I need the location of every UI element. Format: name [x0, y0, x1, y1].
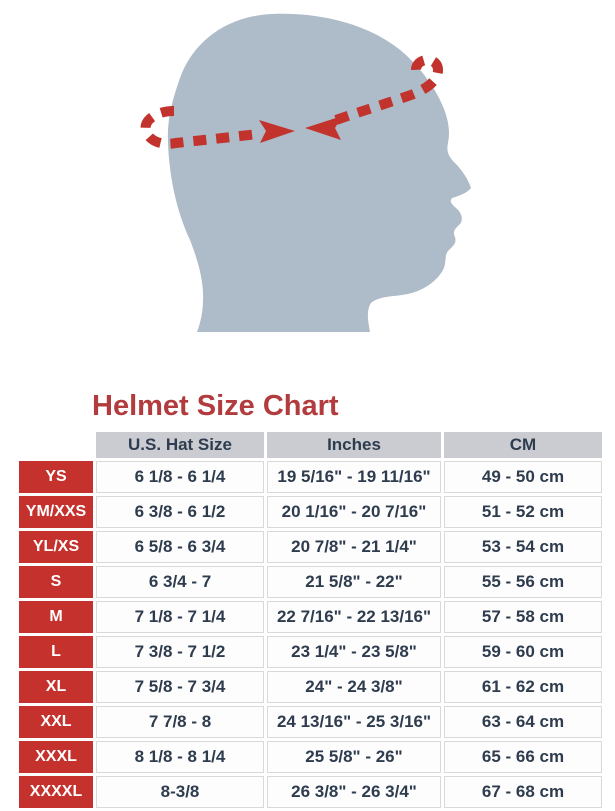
head-silhouette-shape [167, 13, 471, 332]
hat-size-cell: 7 5/8 - 7 3/4 [96, 671, 264, 703]
hat-size-cell: 6 3/8 - 6 1/2 [96, 496, 264, 528]
hat-size-cell: 6 5/8 - 6 3/4 [96, 531, 264, 563]
inches-cell: 24" - 24 3/8" [267, 671, 441, 703]
cm-cell: 59 - 60 cm [444, 636, 602, 668]
size-label-cell: XXXXL [19, 776, 93, 808]
inches-cell: 23 1/4" - 23 5/8" [267, 636, 441, 668]
inches-cell: 21 5/8" - 22" [267, 566, 441, 598]
helmet-size-table: U.S. Hat Size Inches CM YS 6 1/8 - 6 1/4… [16, 429, 605, 811]
hat-size-cell: 7 7/8 - 8 [96, 706, 264, 738]
table-row: L 7 3/8 - 7 1/2 23 1/4" - 23 5/8" 59 - 6… [19, 636, 602, 668]
table-row: YS 6 1/8 - 6 1/4 19 5/16" - 19 11/16" 49… [19, 461, 602, 493]
head-measurement-diagram [0, 0, 615, 345]
table-row: M 7 1/8 - 7 1/4 22 7/16" - 22 13/16" 57 … [19, 601, 602, 633]
cm-cell: 67 - 68 cm [444, 776, 602, 808]
table-row: XXXXL 8-3/8 26 3/8" - 26 3/4" 67 - 68 cm [19, 776, 602, 808]
hat-size-cell: 8-3/8 [96, 776, 264, 808]
table-row: XXL 7 7/8 - 8 24 13/16" - 25 3/16" 63 - … [19, 706, 602, 738]
size-label-cell: S [19, 566, 93, 598]
size-label-cell: M [19, 601, 93, 633]
hat-size-cell: 8 1/8 - 8 1/4 [96, 741, 264, 773]
cm-cell: 55 - 56 cm [444, 566, 602, 598]
size-label-cell: XXL [19, 706, 93, 738]
inches-cell: 20 7/8" - 21 1/4" [267, 531, 441, 563]
corner-cell [19, 432, 93, 458]
cm-cell: 63 - 64 cm [444, 706, 602, 738]
measure-band-right-dashes [334, 54, 444, 125]
size-label-cell: XXXL [19, 741, 93, 773]
hat-size-cell: 6 1/8 - 6 1/4 [96, 461, 264, 493]
measure-arrow-right [259, 120, 295, 143]
cm-cell: 53 - 54 cm [444, 531, 602, 563]
measure-band-front-dashes [140, 106, 259, 149]
table-row: S 6 3/4 - 7 21 5/8" - 22" 55 - 56 cm [19, 566, 602, 598]
size-label-cell: YL/XS [19, 531, 93, 563]
inches-cell: 24 13/16" - 25 3/16" [267, 706, 441, 738]
size-label-cell: YM/XXS [19, 496, 93, 528]
hat-size-cell: 6 3/4 - 7 [96, 566, 264, 598]
size-label-cell: XL [19, 671, 93, 703]
size-label-cell: YS [19, 461, 93, 493]
column-header-us-hat-size: U.S. Hat Size [96, 432, 264, 458]
column-header-cm: CM [444, 432, 602, 458]
cm-cell: 57 - 58 cm [444, 601, 602, 633]
table-row: YM/XXS 6 3/8 - 6 1/2 20 1/16" - 20 7/16"… [19, 496, 602, 528]
header-row: U.S. Hat Size Inches CM [19, 432, 602, 458]
size-table-body: YS 6 1/8 - 6 1/4 19 5/16" - 19 11/16" 49… [19, 461, 602, 808]
inches-cell: 26 3/8" - 26 3/4" [267, 776, 441, 808]
cm-cell: 65 - 66 cm [444, 741, 602, 773]
inches-cell: 20 1/16" - 20 7/16" [267, 496, 441, 528]
hat-size-cell: 7 3/8 - 7 1/2 [96, 636, 264, 668]
size-label-cell: L [19, 636, 93, 668]
inches-cell: 22 7/16" - 22 13/16" [267, 601, 441, 633]
inches-cell: 19 5/16" - 19 11/16" [267, 461, 441, 493]
cm-cell: 51 - 52 cm [444, 496, 602, 528]
page-title: Helmet Size Chart [92, 390, 339, 422]
cm-cell: 61 - 62 cm [444, 671, 602, 703]
measure-arrow-left [305, 116, 342, 140]
column-header-inches: Inches [267, 432, 441, 458]
table-row: XXXL 8 1/8 - 8 1/4 25 5/8" - 26" 65 - 66… [19, 741, 602, 773]
cm-cell: 49 - 50 cm [444, 461, 602, 493]
inches-cell: 25 5/8" - 26" [267, 741, 441, 773]
table-row: XL 7 5/8 - 7 3/4 24" - 24 3/8" 61 - 62 c… [19, 671, 602, 703]
hat-size-cell: 7 1/8 - 7 1/4 [96, 601, 264, 633]
table-row: YL/XS 6 5/8 - 6 3/4 20 7/8" - 21 1/4" 53… [19, 531, 602, 563]
